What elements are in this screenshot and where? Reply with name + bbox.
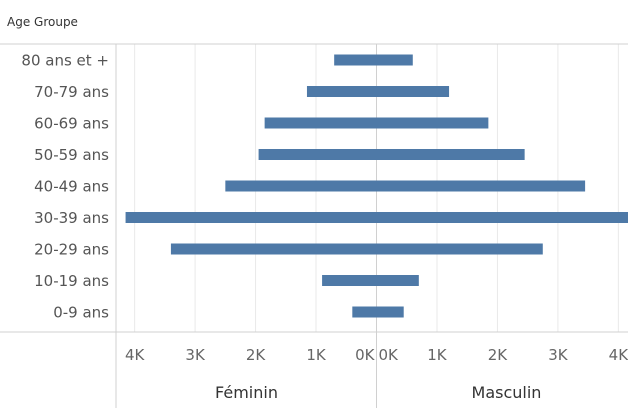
bar-feminin xyxy=(225,180,377,192)
bar-masculin xyxy=(376,117,489,129)
category-label: 10-19 ans xyxy=(34,272,109,290)
bar-masculin xyxy=(376,243,543,255)
panel-label-masculin: Masculin xyxy=(472,383,542,402)
bar-masculin xyxy=(376,275,419,286)
bar-feminin xyxy=(170,243,377,255)
category-label: 60-69 ans xyxy=(34,115,109,133)
category-label: 80 ans et + xyxy=(21,52,109,70)
axes xyxy=(0,43,628,408)
tick-label-right: 2K xyxy=(488,346,509,364)
category-label: 50-59 ans xyxy=(34,146,109,164)
tick-label-left: 3K xyxy=(185,346,206,364)
tick-label-right: 1K xyxy=(427,346,448,364)
category-label: 30-39 ans xyxy=(34,209,109,227)
category-label: 40-49 ans xyxy=(34,178,109,196)
category-label: 70-79 ans xyxy=(34,83,109,101)
tick-label-left: 2K xyxy=(246,346,267,364)
tick-label-left: 1K xyxy=(306,346,327,364)
bar-feminin xyxy=(322,275,377,286)
bar-masculin xyxy=(376,54,413,66)
category-labels: 80 ans et + 70-79 ans 60-69 ans 50-59 ans 40… xyxy=(21,52,109,322)
bar-feminin xyxy=(264,117,377,129)
bar-masculin xyxy=(376,212,628,223)
category-label: 20-29 ans xyxy=(34,241,109,259)
tick-label-left: 4K xyxy=(125,346,146,364)
tick-label-right: 3K xyxy=(548,346,569,364)
bar-masculin xyxy=(376,180,586,192)
bar-masculin xyxy=(376,86,450,97)
bar-feminin xyxy=(352,306,377,318)
bar-masculin xyxy=(376,306,404,318)
panel-label-feminin: Féminin xyxy=(215,383,278,402)
header-label: Age Groupe xyxy=(7,15,78,29)
bar-feminin xyxy=(306,86,377,97)
tick-labels: 4K 4K 3K 3K 2K 2K 1K 1K 0K 0K xyxy=(125,346,628,364)
panel-labels: Féminin Masculin xyxy=(215,383,541,402)
bar-feminin xyxy=(334,54,377,66)
tick-label-right: 4K xyxy=(609,346,628,364)
bar-feminin xyxy=(125,212,377,223)
tick-label-left: 0K xyxy=(355,346,376,364)
category-label: 0-9 ans xyxy=(53,304,109,322)
bars xyxy=(125,54,628,318)
bar-feminin xyxy=(258,149,377,160)
bar-masculin xyxy=(376,149,525,160)
tick-label-right: 0K xyxy=(379,346,400,364)
